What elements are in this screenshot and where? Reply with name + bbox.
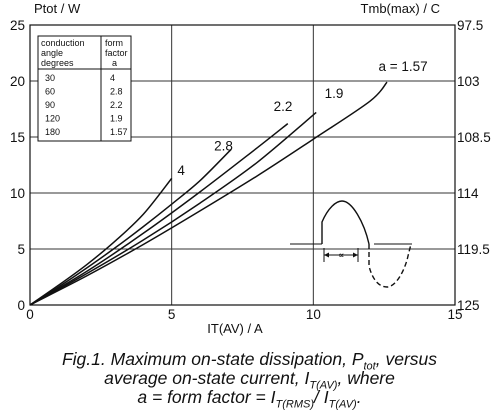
inset-table-frame xyxy=(37,35,132,142)
waveform-positive-halfwave xyxy=(321,200,370,245)
y-tick-label-0: 0 xyxy=(17,298,25,313)
inset-waveform: ∝ xyxy=(290,200,412,288)
right-tick-label-2: 114 xyxy=(457,186,479,201)
ticks-layer: 0 5 10 15 0 5 10 15 20 25 125 119.5 114 108.5 103 97.5 xyxy=(10,18,491,322)
figure-caption-line3: a = form factor = IT(RMS)/ IT(AV). xyxy=(137,387,362,411)
waveform-alpha-symbol: ∝ xyxy=(338,250,344,260)
inset-header-col2-line3: a xyxy=(112,58,117,68)
x-tick-label-3: 15 xyxy=(447,307,462,322)
x-tick-label-1: 5 xyxy=(168,307,176,322)
inset-row-2-factor: 2.2 xyxy=(110,100,123,110)
inset-header-col2-line1: form xyxy=(105,38,123,48)
right-tick-label-1: 119.5 xyxy=(457,242,490,257)
inset-row-3-angle: 120 xyxy=(45,114,60,124)
right-tick-label-5: 97.5 xyxy=(457,18,483,33)
inset-header-col1-line2: angle xyxy=(41,48,63,58)
waveform-alpha-arrowhead-right xyxy=(353,252,358,258)
right-tick-label-0: 125 xyxy=(457,298,480,313)
y-axis-title-right: Tmb(max) / C xyxy=(361,1,440,16)
inset-row-1-angle: 60 xyxy=(45,87,55,97)
inset-row-0-angle: 30 xyxy=(45,73,55,83)
waveform-negative-halfwave xyxy=(368,243,412,288)
curve-form-factor-1-57 xyxy=(29,81,388,306)
inset-header-col1-line3: degrees xyxy=(41,58,74,68)
right-tick-label-3: 108.5 xyxy=(457,130,491,145)
curves-layer xyxy=(29,81,388,306)
curve-label-4: a = 1.57 xyxy=(379,59,428,74)
figure-caption-line1: Fig.1. Maximum on-state dissipation, Pto… xyxy=(61,349,438,373)
inset-row-2-angle: 90 xyxy=(45,100,55,110)
y-tick-label-4: 20 xyxy=(10,74,25,89)
y-tick-label-5: 25 xyxy=(10,18,25,33)
y-tick-label-1: 5 xyxy=(17,242,25,257)
curve-form-factor-1-9 xyxy=(29,111,317,306)
waveform-alpha-arrowhead-left xyxy=(324,252,329,258)
inset-row-3-factor: 1.9 xyxy=(110,114,123,124)
inset-row-4-factor: 1.57 xyxy=(110,127,128,137)
right-tick-label-4: 103 xyxy=(457,74,480,89)
inset-row-0-factor: 4 xyxy=(110,73,115,83)
x-tick-label-0: 0 xyxy=(26,307,34,322)
inset-row-4-angle: 180 xyxy=(45,127,60,137)
curve-form-factor-4 xyxy=(29,177,173,306)
curve-label-0: 4 xyxy=(177,163,185,178)
plot-frame xyxy=(29,24,456,306)
inset-table: conduction angle degrees form factor a 3… xyxy=(37,35,132,142)
curve-label-1: 2.8 xyxy=(214,138,233,153)
inset-header-col2-line2: factor xyxy=(105,48,128,58)
y-tick-label-3: 15 xyxy=(10,130,25,145)
curve-label-3: 1.9 xyxy=(325,86,344,101)
labels-layer: 4 2.8 2.2 1.9 a = 1.57 xyxy=(177,59,427,178)
inset-row-1-factor: 2.8 xyxy=(110,87,123,97)
curve-form-factor-2-8 xyxy=(29,148,232,306)
curve-form-factor-2-2 xyxy=(29,123,289,306)
y-tick-label-2: 10 xyxy=(10,186,25,201)
y-axis-title-left: Ptot / W xyxy=(34,1,81,16)
inset-rows: 30 4 60 2.8 90 2.2 120 1.9 180 1.57 xyxy=(45,73,128,137)
x-tick-label-2: 10 xyxy=(306,307,321,322)
curve-label-2: 2.2 xyxy=(274,99,293,114)
x-axis-title: IT(AV) / A xyxy=(207,321,263,336)
inset-header-col1-line1: conduction xyxy=(41,38,85,48)
figure-caption-line2: average on-state current, IT(AV), where xyxy=(104,368,395,392)
